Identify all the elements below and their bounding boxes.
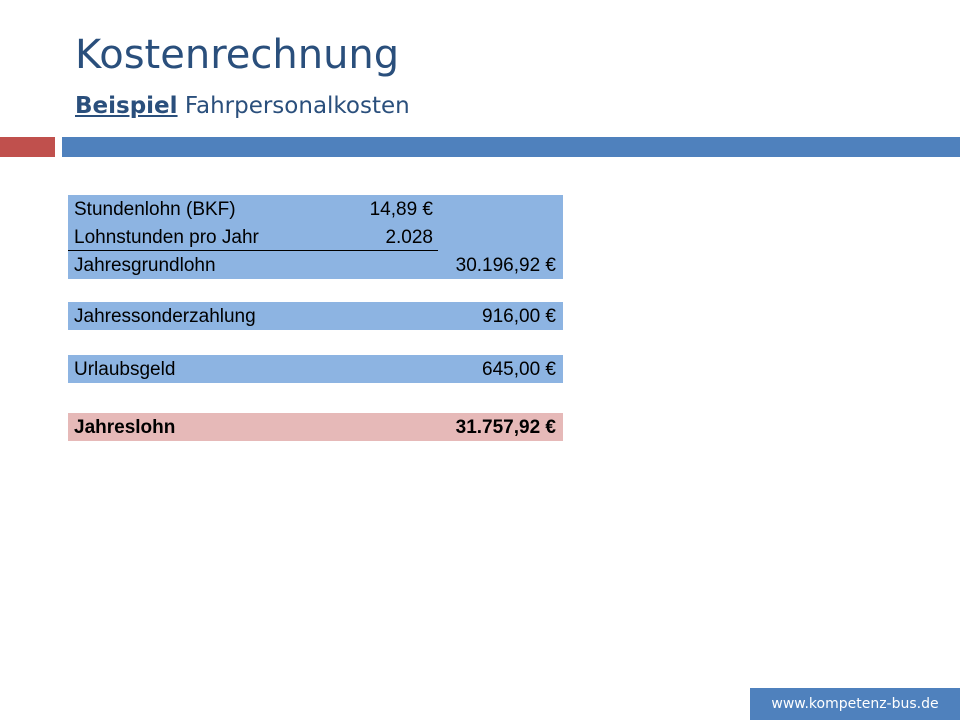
row-total: 645,00 € (482, 359, 556, 380)
row-label: Jahresgrundlohn (74, 255, 216, 276)
table-row: Jahressonderzahlung 916,00 € (68, 302, 563, 330)
accent-bar (0, 137, 55, 157)
table-row: Urlaubsgeld 645,00 € (68, 355, 563, 383)
table-block: Stundenlohn (BKF) 14,89 € Lohnstunden pro … (68, 195, 563, 279)
table-row: Stundenlohn (BKF) 14,89 € (68, 195, 563, 223)
row-total: 31.757,92 € (455, 417, 556, 438)
table-row: Jahreslohn 31.757,92 € (68, 413, 563, 441)
row-label: Jahreslohn (74, 417, 176, 438)
slide-subtitle: Beispiel Fahrpersonalkosten (75, 93, 410, 119)
header-bar (62, 137, 960, 157)
row-label: Stundenlohn (BKF) (74, 199, 236, 220)
subtitle-text: Fahrpersonalkosten (184, 93, 410, 119)
row-label: Lohnstunden pro Jahr (74, 227, 259, 248)
table-row: Jahresgrundlohn 30.196,92 € (68, 251, 563, 279)
table-row: Lohnstunden pro Jahr 2.028 (68, 223, 563, 251)
row-total: 916,00 € (482, 306, 556, 327)
row-label: Jahressonderzahlung (74, 306, 256, 327)
table-block: Jahreslohn 31.757,92 € (68, 413, 563, 441)
row-total: 30.196,92 € (455, 255, 556, 276)
table-block: Jahressonderzahlung 916,00 € (68, 302, 563, 330)
row-value: 2.028 (385, 227, 433, 248)
slide-title: Kostenrechnung (75, 32, 400, 78)
table-block: Urlaubsgeld 645,00 € (68, 355, 563, 383)
subtitle-link: Beispiel (75, 93, 178, 119)
row-label: Urlaubsgeld (74, 359, 176, 380)
row-value: 14,89 € (369, 199, 433, 220)
footer-url: www.kompetenz-bus.de (750, 688, 960, 720)
